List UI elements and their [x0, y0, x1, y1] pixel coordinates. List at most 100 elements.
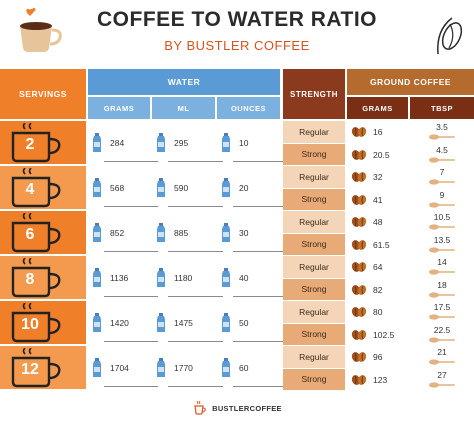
spoon-icon: [429, 359, 455, 365]
coffee-grams-cell: 32: [351, 166, 409, 189]
water-bottle-icon: [157, 133, 165, 152]
row-divider: [104, 251, 158, 252]
spoon-icon: [429, 179, 455, 185]
coffee-grams-cell: 61.5: [351, 234, 409, 257]
spoon-wrap: [429, 357, 455, 367]
coffee-grams-value: 123: [373, 374, 388, 385]
water-cell: 590: [156, 172, 214, 204]
coffee-grams-value: 48: [373, 217, 383, 228]
water-bottle-icon: [222, 133, 230, 152]
row-divider: [168, 296, 223, 297]
page-subtitle: BY BUSTLER COFFEE: [164, 38, 310, 53]
coffee-grams-value: 20.5: [373, 149, 390, 160]
spoon-wrap: [429, 155, 455, 165]
footer-brand-text: BUSTLERCOFFEE: [212, 403, 282, 413]
water-ounces-value: 20: [239, 183, 249, 193]
coffee-beans-icon: [351, 284, 367, 295]
coffee-grams-cell: 64: [351, 256, 409, 279]
spoon-icon: [429, 337, 455, 343]
servings-count: 12: [21, 360, 39, 378]
row-divider: [104, 206, 158, 207]
coffee-grams-cell: 16: [351, 121, 409, 144]
coffee-grams-cell: 82: [351, 279, 409, 302]
coffee-tbsp-cell: 14: [412, 256, 472, 279]
coffee-grams-value: 82: [373, 284, 383, 295]
coffee-tbsp-cell: 4.5: [412, 144, 472, 167]
water-cell: 1180: [156, 262, 214, 294]
spoon-wrap: [429, 132, 455, 142]
servings-cup: 2: [11, 122, 75, 163]
spoon-icon: [429, 202, 455, 208]
water-ml-value: 1475: [174, 318, 193, 328]
water-ml-value: 1180: [174, 273, 193, 283]
row-divider: [233, 341, 288, 342]
strength-regular-label: Regular: [283, 166, 345, 188]
spoon-wrap: [429, 177, 455, 187]
spoon-wrap: [429, 222, 455, 232]
water-ml-value: 885: [174, 228, 189, 238]
coffee-beans-icon: [351, 127, 367, 138]
water-grams-value: 1136: [110, 273, 129, 283]
water-bottle-icon: [222, 178, 230, 197]
servings-cell: 4: [0, 166, 86, 209]
water-header: WATER: [88, 69, 280, 95]
coffee-beans-icon: [351, 149, 367, 160]
water-cell: 1136: [92, 262, 150, 294]
servings-cup: 4: [11, 167, 75, 208]
row-divider: [168, 206, 223, 207]
coffee-tbsp-cell: 27: [412, 369, 472, 392]
servings-cell: 12: [0, 346, 86, 389]
water-cell: 50: [221, 307, 279, 339]
coffee-grams-value: 61.5: [373, 239, 390, 250]
spoon-icon: [429, 269, 455, 275]
water-cell: 1475: [156, 307, 214, 339]
coffee-tbsp-value: 7: [439, 167, 445, 178]
coffee-cup-icon: [20, 8, 62, 52]
coffee-tbsp-value: 13.5: [433, 234, 451, 245]
water-cell: 295: [156, 127, 214, 159]
servings-cell: 6: [0, 211, 86, 254]
coffee-grams-cell: 96: [351, 346, 409, 369]
water-grams-value: 852: [110, 228, 125, 238]
servings-cup: 10: [11, 302, 75, 343]
strength-strong-label: Strong: [283, 143, 345, 165]
coffee-tbsp-header: TBSP: [410, 97, 474, 119]
water-cell: 60: [221, 352, 279, 384]
coffee-grams-value: 64: [373, 262, 383, 273]
coffee-beans-icon: [351, 194, 367, 205]
water-grams-value: 284: [110, 138, 125, 148]
coffee-beans-icon: [351, 239, 367, 250]
coffee-tbsp-value: 22.5: [433, 324, 451, 335]
coffee-grams-cell: 123: [351, 369, 409, 392]
water-bottle-icon: [93, 178, 101, 197]
strength-regular-label: Regular: [283, 121, 345, 143]
water-grams-value: 568: [110, 183, 125, 193]
spoon-icon: [429, 314, 455, 320]
servings-count: 10: [21, 315, 39, 333]
water-bottle-icon: [157, 178, 165, 197]
row-divider: [168, 161, 223, 162]
strength-regular-label: Regular: [283, 211, 345, 233]
coffee-tbsp-cell: 18: [412, 279, 472, 302]
row-divider: [104, 341, 158, 342]
coffee-tbsp-cell: 13.5: [412, 234, 472, 257]
coffee-grams-value: 32: [373, 172, 383, 183]
water-ounces-value: 40: [239, 273, 249, 283]
coffee-tbsp-value: 9: [439, 189, 445, 200]
coffee-tbsp-cell: 21: [412, 346, 472, 369]
spoon-wrap: [429, 335, 455, 345]
coffee-grams-value: 16: [373, 127, 383, 138]
water-bottle-icon: [157, 313, 165, 332]
strength-strong-label: Strong: [283, 323, 345, 345]
water-cell: 20: [221, 172, 279, 204]
servings-header: SERVINGS: [0, 69, 86, 119]
servings-count: 4: [25, 180, 35, 198]
row-divider: [104, 161, 158, 162]
strength-strong-label: Strong: [283, 233, 345, 255]
coffee-tbsp-cell: 9: [412, 189, 472, 212]
coffee-tbsp-value: 4.5: [436, 144, 448, 155]
spoon-wrap: [429, 245, 455, 255]
water-bottle-icon: [93, 313, 101, 332]
water-grams-value: 1420: [110, 318, 129, 328]
water-cell: 1770: [156, 352, 214, 384]
